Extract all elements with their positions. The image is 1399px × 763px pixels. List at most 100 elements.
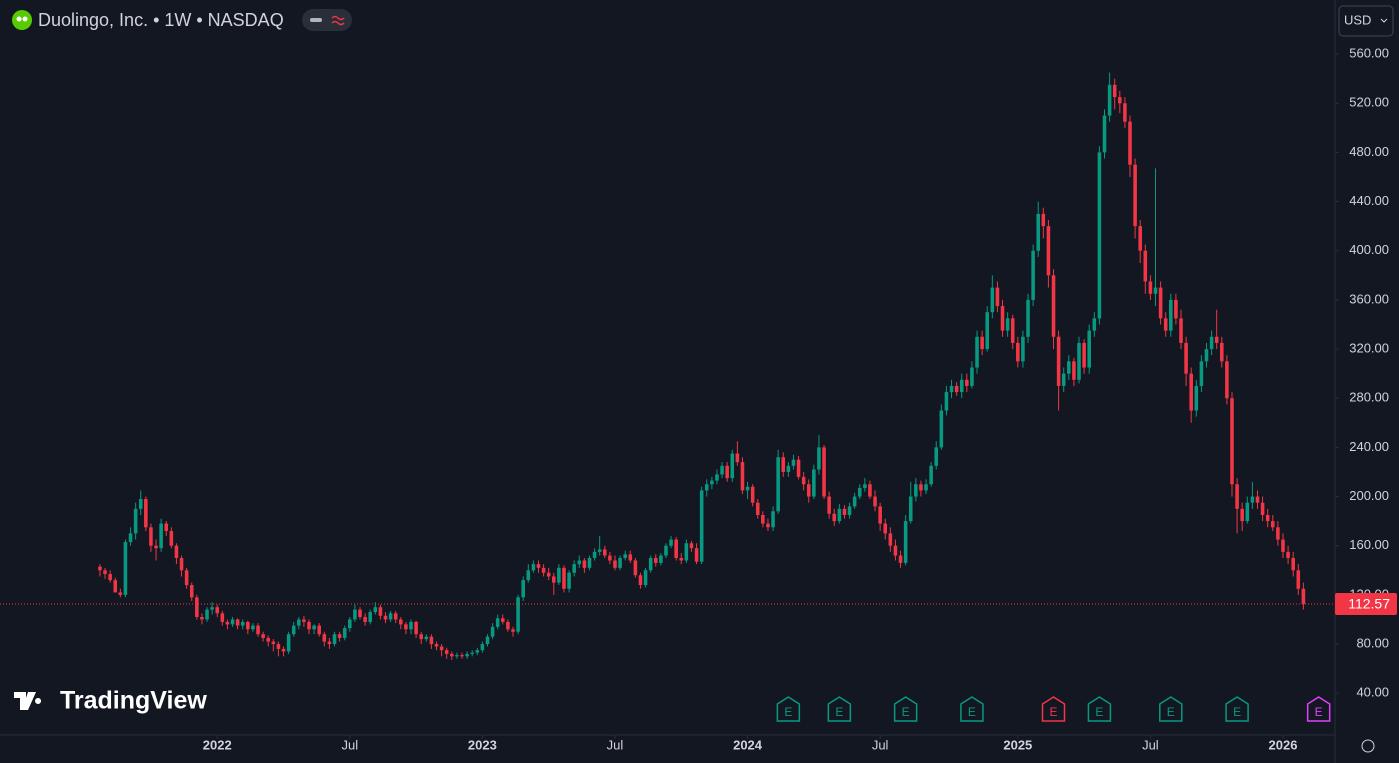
currency-button[interactable] xyxy=(1338,5,1394,37)
candle-body xyxy=(980,336,984,350)
candle-body xyxy=(781,457,786,472)
settings-button[interactable] xyxy=(1361,739,1375,753)
candle-body xyxy=(317,625,322,635)
candle-body xyxy=(694,548,699,562)
candle-body xyxy=(1077,342,1081,380)
candle-body xyxy=(526,570,531,581)
candle-body xyxy=(133,508,138,534)
candle-body xyxy=(363,617,367,622)
candle-body xyxy=(873,496,877,507)
candle-body xyxy=(965,379,969,386)
candle-body xyxy=(847,506,852,515)
candle-body xyxy=(383,615,388,620)
candle-body xyxy=(842,508,847,515)
candle-body xyxy=(256,625,260,635)
candle-body xyxy=(276,644,281,649)
candle-body xyxy=(674,539,678,559)
candle-body xyxy=(669,539,673,546)
candle-body xyxy=(312,625,316,630)
candle-body xyxy=(1204,349,1209,362)
candle-body xyxy=(103,570,107,574)
candle-body xyxy=(689,543,694,549)
candle-body xyxy=(812,469,816,497)
candle-body xyxy=(771,511,775,528)
y-tick-label: 40.00 xyxy=(1356,685,1389,700)
candle-body xyxy=(761,514,765,524)
candle-body xyxy=(327,641,332,645)
candle-body xyxy=(1286,551,1290,559)
candle-body xyxy=(1158,287,1163,319)
candle-body xyxy=(1281,539,1285,552)
candle-body xyxy=(1072,361,1076,380)
candle-body xyxy=(108,573,112,581)
candle-body xyxy=(1230,398,1234,485)
candle-body xyxy=(679,558,684,561)
candle-body xyxy=(215,607,220,614)
candle-body xyxy=(995,287,1000,307)
y-tick-label: 160.00 xyxy=(1349,537,1389,552)
candle-body xyxy=(297,619,301,626)
candle-body xyxy=(1031,250,1035,300)
x-tick-label: 2024 xyxy=(733,737,763,752)
candle-body xyxy=(602,549,607,556)
candle-body xyxy=(1153,287,1158,294)
candle-body xyxy=(822,447,826,497)
status-pill[interactable] xyxy=(302,9,352,31)
candle-body xyxy=(1189,373,1193,411)
candle-body xyxy=(985,312,990,350)
candle-body xyxy=(485,636,490,645)
candle-body xyxy=(1184,342,1188,374)
candle-body xyxy=(878,506,882,524)
candle-body xyxy=(638,575,643,586)
candle-body xyxy=(628,554,633,561)
candle-body xyxy=(419,634,423,640)
candle-body xyxy=(567,572,571,589)
candle-body xyxy=(827,496,831,514)
candle-body xyxy=(123,542,128,595)
x-tick-label: Jul xyxy=(342,737,359,752)
candle-body xyxy=(1301,588,1306,605)
candle-body xyxy=(490,626,495,637)
candle-body xyxy=(929,465,933,485)
candle-body xyxy=(210,607,214,610)
candle-body xyxy=(1235,484,1239,509)
candle-body xyxy=(220,613,225,622)
candle-body xyxy=(1000,306,1005,331)
candle-body xyxy=(546,572,551,577)
candle-body xyxy=(1021,336,1025,362)
earnings-label: E xyxy=(1233,705,1241,719)
candle-body xyxy=(439,646,444,651)
candle-body xyxy=(1169,299,1173,331)
candle-body xyxy=(404,624,408,630)
candle-body xyxy=(1265,514,1270,522)
candle-body xyxy=(990,287,995,313)
candle-body xyxy=(455,655,459,657)
candle-body xyxy=(643,570,648,586)
candle-body xyxy=(618,558,622,568)
candle-body xyxy=(261,634,265,638)
candle-body xyxy=(592,551,597,559)
candle-body xyxy=(1148,281,1153,294)
candle-body xyxy=(766,523,770,528)
candle-body xyxy=(337,634,342,638)
candle-body xyxy=(169,530,174,546)
watermark: TradingView xyxy=(60,687,207,715)
candle-body xyxy=(541,567,546,573)
candle-body xyxy=(409,621,413,630)
candle-body xyxy=(205,609,209,620)
logo-eye xyxy=(16,16,22,22)
earnings-label: E xyxy=(902,705,910,719)
candle-body xyxy=(1061,373,1066,386)
candle-body xyxy=(230,619,235,625)
candle-body xyxy=(511,629,515,632)
candle-body xyxy=(949,385,954,393)
candle-body xyxy=(730,453,735,479)
candle-body xyxy=(184,570,189,586)
candle-body xyxy=(888,533,893,546)
candle-body xyxy=(1123,103,1127,122)
candle-body xyxy=(613,560,617,568)
candle-body xyxy=(1250,496,1255,503)
candle-body xyxy=(740,462,745,491)
candle-body xyxy=(118,592,123,595)
